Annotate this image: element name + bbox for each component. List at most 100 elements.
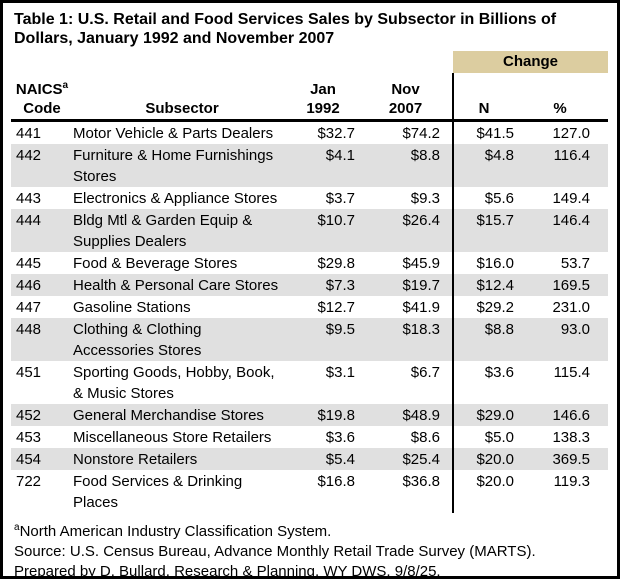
cell-change-n: $29.0: [452, 404, 530, 426]
cell-subsector: Miscellaneous Store Retailers: [73, 429, 272, 446]
cell-code: 448: [11, 318, 73, 361]
table-footnotes: aNorth American Industry Classification …: [14, 518, 609, 579]
cell-code: 442: [11, 144, 73, 187]
col-header-change-pct: %: [530, 73, 609, 122]
cell-subsector: Sporting Goods, Hobby, Book, & Music Sto…: [73, 364, 275, 402]
table-title: Table 1: U.S. Retail and Food Services S…: [14, 11, 557, 47]
cell-change-n: $12.4: [452, 274, 530, 296]
cell-change-n: $41.5: [452, 120, 530, 144]
cell-change-n: $20.0: [452, 470, 530, 513]
col-header-change-n: N: [452, 73, 530, 122]
table-body: 441 Motor Vehicle & Parts Dealers $32.7 …: [11, 120, 609, 513]
table-row: 444 Bldg Mtl & Garden Equip & Supplies D…: [11, 209, 609, 252]
cell-jan-1992: $16.8: [317, 473, 355, 490]
cell-nov-2007: $45.9: [402, 255, 440, 272]
cell-nov-2007: $6.7: [410, 364, 440, 381]
cell-jan-1992: $5.4: [291, 448, 371, 470]
column-header-row: NAICSa Code Subsector Jan 1992 Nov 2007 …: [11, 73, 609, 122]
cell-code: 445: [16, 255, 42, 272]
cell-subsector: Furniture & Home Furnishings Stores: [73, 144, 291, 187]
cell-code: 722: [16, 473, 42, 490]
cell-subsector: Electronics & Appliance Stores: [73, 190, 278, 207]
cell-jan-1992: $4.1: [291, 144, 371, 187]
cell-nov-2007: $36.8: [402, 473, 440, 490]
cell-nov-2007: $8.8: [371, 144, 453, 187]
col-header-nov-2007: Nov 2007: [371, 73, 453, 122]
naics-footnote-marker: a: [62, 80, 69, 91]
table-row: 447 Gasoline Stations $12.7 $41.9 $29.2 …: [11, 296, 608, 318]
cell-change-pct: 53.7: [560, 255, 591, 272]
change-group-row: Change: [11, 51, 609, 73]
col-header-naics-code: NAICSa Code: [11, 73, 73, 122]
cell-subsector: Health & Personal Care Stores: [73, 274, 291, 296]
footnote-marker: a: [14, 522, 20, 533]
cell-change-pct: 231.0: [552, 299, 591, 316]
cell-change-n: $29.2: [452, 296, 530, 318]
cell-change-pct: 146.6: [530, 404, 609, 426]
cell-jan-1992: $3.1: [325, 364, 355, 381]
cell-change-pct: 169.5: [530, 274, 609, 296]
table-header: Change NAICSa Code Subsector Jan 1992 No…: [11, 51, 609, 122]
sales-table: Change NAICSa Code Subsector Jan 1992 No…: [11, 51, 609, 513]
cell-code: 451: [16, 364, 42, 381]
table-row: 722 Food Services & Drinking Places $16.…: [11, 470, 608, 513]
cell-change-pct: 369.5: [530, 448, 609, 470]
footnote-naics: aNorth American Industry Classification …: [14, 522, 332, 540]
table-row: 441 Motor Vehicle & Parts Dealers $32.7 …: [11, 120, 608, 144]
cell-code: 454: [11, 448, 73, 470]
cell-jan-1992: $12.7: [317, 299, 355, 316]
table-row: 445 Food & Beverage Stores $29.8 $45.9 $…: [11, 252, 608, 274]
table-row: 443 Electronics & Appliance Stores $3.7 …: [11, 187, 608, 209]
cell-jan-1992: $29.8: [317, 255, 355, 272]
col-header-jan-1992: Jan 1992: [291, 73, 371, 122]
cell-jan-1992: $10.7: [291, 209, 371, 252]
footnote-source: Source: U.S. Census Bureau, Advance Mont…: [14, 543, 536, 560]
table-row: 446 Health & Personal Care Stores $7.3 $…: [11, 274, 609, 296]
cell-change-pct: 116.4: [530, 144, 609, 187]
cell-subsector: General Merchandise Stores: [73, 404, 291, 426]
footnote-prepared-by: Prepared by D. Bullard, Research & Plann…: [14, 563, 441, 579]
table-row: 442 Furniture & Home Furnishings Stores …: [11, 144, 609, 187]
cell-jan-1992: $7.3: [291, 274, 371, 296]
cell-change-pct: 127.0: [552, 125, 591, 142]
table-row: 454 Nonstore Retailers $5.4 $25.4 $20.0 …: [11, 448, 609, 470]
cell-jan-1992: $9.5: [291, 318, 371, 361]
cell-code: 452: [11, 404, 73, 426]
cell-nov-2007: $8.6: [410, 429, 440, 446]
table-row: 448 Clothing & Clothing Accessories Stor…: [11, 318, 609, 361]
cell-change-n: $5.0: [452, 426, 530, 448]
cell-change-n: $8.8: [452, 318, 530, 361]
cell-subsector: Bldg Mtl & Garden Equip & Supplies Deale…: [73, 209, 291, 252]
cell-change-n: $4.8: [452, 144, 530, 187]
cell-change-pct: 93.0: [530, 318, 609, 361]
cell-code: 447: [16, 299, 42, 316]
cell-nov-2007: $19.7: [371, 274, 453, 296]
cell-subsector: Food & Beverage Stores: [73, 255, 238, 272]
cell-change-pct: 138.3: [552, 429, 591, 446]
cell-subsector: Clothing & Clothing Accessories Stores: [73, 318, 291, 361]
cell-nov-2007: $25.4: [371, 448, 453, 470]
cell-subsector: Motor Vehicle & Parts Dealers: [73, 125, 274, 142]
cell-change-n: $20.0: [452, 448, 530, 470]
change-group-spacer: [11, 51, 453, 73]
cell-code: 444: [11, 209, 73, 252]
cell-change-pct: 146.4: [530, 209, 609, 252]
table-row: 451 Sporting Goods, Hobby, Book, & Music…: [11, 361, 608, 404]
table-row: 453 Miscellaneous Store Retailers $3.6 $…: [11, 426, 608, 448]
cell-subsector: Nonstore Retailers: [73, 448, 291, 470]
cell-change-n: $16.0: [452, 252, 530, 274]
cell-code: 441: [16, 125, 42, 142]
cell-jan-1992: $32.7: [317, 125, 355, 142]
cell-subsector: Food Services & Drinking Places: [73, 473, 243, 511]
cell-jan-1992: $19.8: [291, 404, 371, 426]
cell-jan-1992: $3.7: [325, 190, 355, 207]
cell-subsector: Gasoline Stations: [73, 299, 191, 316]
cell-change-pct: 119.3: [553, 473, 591, 490]
cell-nov-2007: $41.9: [402, 299, 440, 316]
cell-change-pct: 115.4: [553, 364, 591, 381]
cell-nov-2007: $26.4: [371, 209, 453, 252]
cell-code: 443: [16, 190, 42, 207]
cell-jan-1992: $3.6: [325, 429, 355, 446]
cell-nov-2007: $74.2: [402, 125, 440, 142]
